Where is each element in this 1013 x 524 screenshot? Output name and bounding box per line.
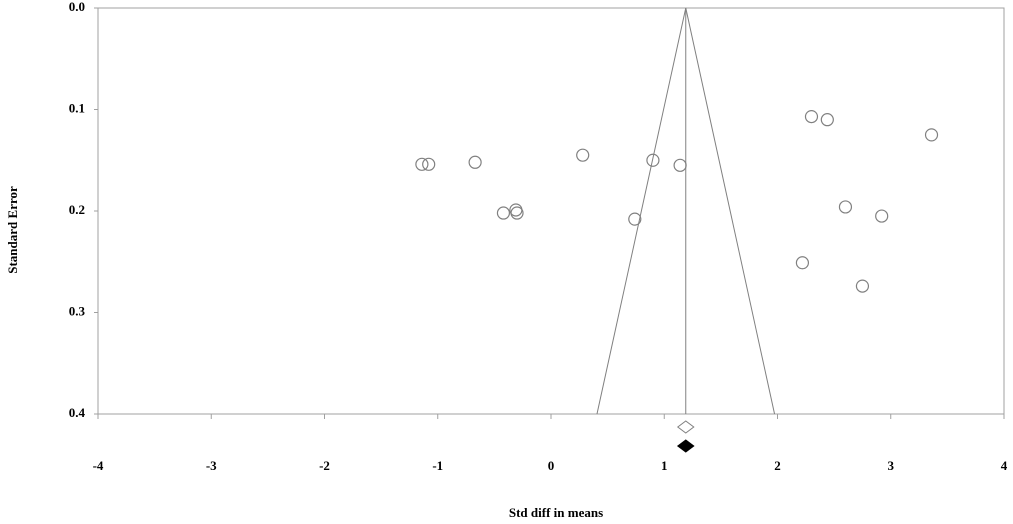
x-tick-label: -2 <box>319 458 330 473</box>
study-point <box>924 128 939 142</box>
study-point <box>510 206 524 220</box>
funnel-left <box>596 7 687 415</box>
x-tick-label: -3 <box>206 458 217 473</box>
study-point <box>422 157 436 171</box>
x-tick-label: -4 <box>93 458 104 473</box>
y-tick-label: 0.3 <box>69 303 86 318</box>
x-tick-label: 4 <box>1001 458 1008 473</box>
study-point <box>496 206 511 220</box>
y-tick-label: 0.0 <box>69 0 85 14</box>
study-point <box>820 113 834 127</box>
study-point <box>804 110 819 124</box>
observed-summary-diamond <box>676 420 695 434</box>
study-point <box>576 148 590 162</box>
y-axis-label: Standard Error <box>5 186 20 274</box>
x-tick-label: 0 <box>548 458 555 473</box>
study-point <box>855 279 870 293</box>
funnel-right <box>685 7 776 415</box>
study-point <box>838 200 853 214</box>
study-point <box>415 157 429 171</box>
study-point <box>468 155 482 169</box>
x-tick-label: 1 <box>661 458 668 473</box>
study-point <box>673 158 687 172</box>
x-tick-label: 2 <box>774 458 781 473</box>
y-tick-label: 0.4 <box>69 405 86 420</box>
study-point <box>628 212 642 226</box>
y-tick-label: 0.1 <box>69 100 85 115</box>
study-point <box>795 256 810 270</box>
study-point <box>875 209 889 223</box>
adjusted-summary-diamond <box>676 439 695 453</box>
x-tick-label: 3 <box>888 458 895 473</box>
plot-frame <box>97 7 1005 415</box>
y-tick-label: 0.2 <box>69 202 85 217</box>
x-axis-label: Std diff in means <box>509 505 603 520</box>
x-tick-label: -1 <box>432 458 443 473</box>
study-point <box>646 153 660 167</box>
